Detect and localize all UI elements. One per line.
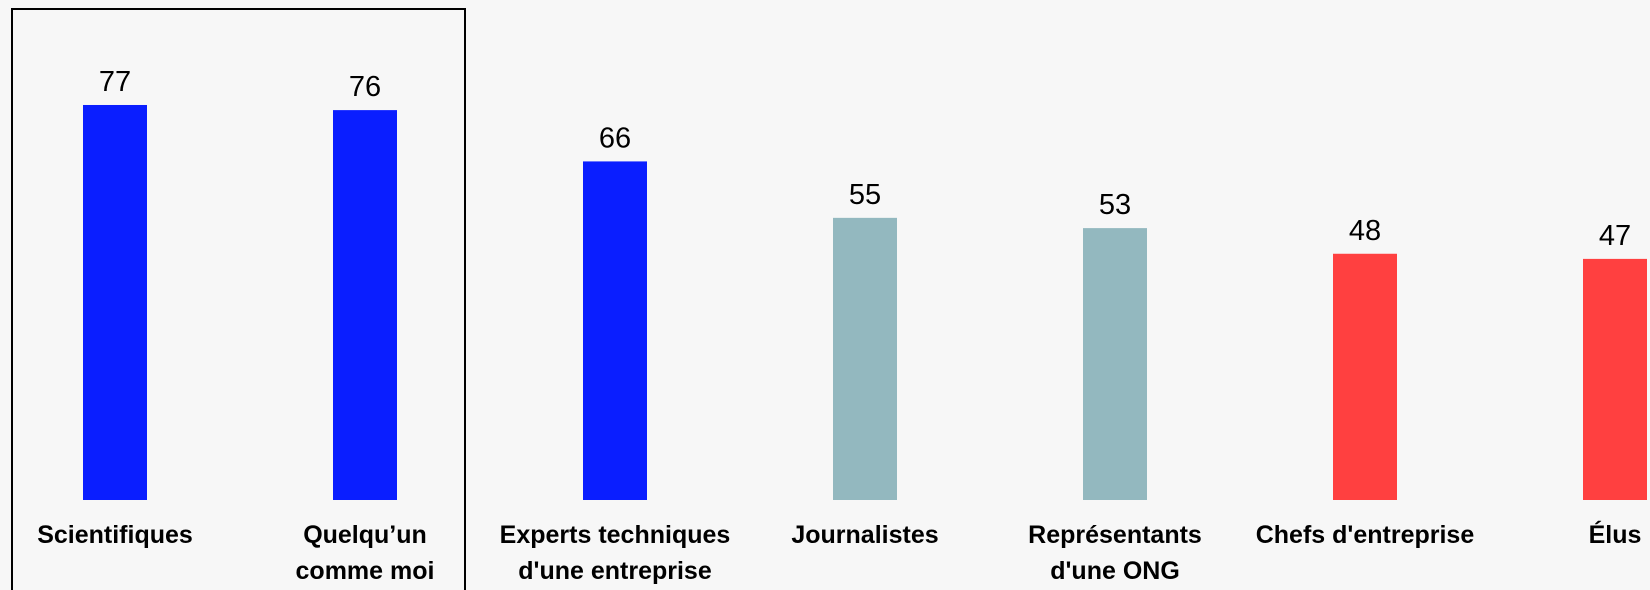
- value-label-chefs-d-entreprise: 48: [1349, 215, 1381, 247]
- bar-experts-techniques-d-une-entreprise: [583, 161, 647, 501]
- category-label-representants-d-une-ong-line-2: d'une ONG: [1050, 557, 1180, 585]
- value-label-scientifiques: 77: [99, 66, 131, 98]
- bar-scientifiques: [83, 104, 147, 501]
- bar-journalistes: [833, 217, 897, 500]
- category-label-quelqu-un-comme-moi-line-2: comme moi: [296, 557, 435, 585]
- category-label-quelqu-un-comme-moi-line-1: Quelqu’un: [303, 521, 427, 549]
- category-label-scientifiques: Scientifiques: [37, 521, 193, 549]
- value-label-elus: 47: [1599, 220, 1631, 252]
- category-labels-group: Scientifiques Quelqu’un comme moi Experts t…: [37, 520, 1641, 585]
- bar-representants-d-une-ong: [1083, 228, 1147, 501]
- category-label-experts-techniques-d-une-entreprise-line-1: Experts techniques: [500, 521, 731, 549]
- bar-quelqu-un-comme-moi: [333, 110, 397, 501]
- value-labels-group: 77 76 66 55 53 48 47: [99, 66, 1631, 252]
- category-label-experts-techniques-d-une-entreprise-line-2: d'une entreprise: [518, 557, 712, 585]
- category-label-journalistes: Journalistes: [791, 521, 938, 549]
- bar-chefs-d-entreprise: [1333, 253, 1397, 500]
- bar-elus: [1583, 258, 1647, 500]
- highlight-box: [11, 8, 466, 590]
- value-label-quelqu-un-comme-moi: 76: [349, 71, 381, 103]
- category-label-representants-d-une-ong-line-1: Représentants: [1028, 521, 1202, 549]
- value-label-experts-techniques-d-une-entreprise: 66: [599, 122, 631, 154]
- value-label-representants-d-une-ong: 53: [1099, 189, 1131, 221]
- category-label-elus: Élus: [1589, 520, 1642, 549]
- category-label-chefs-d-entreprise: Chefs d'entreprise: [1256, 521, 1475, 549]
- value-label-journalistes: 55: [849, 179, 881, 211]
- bars-group: [83, 104, 1647, 501]
